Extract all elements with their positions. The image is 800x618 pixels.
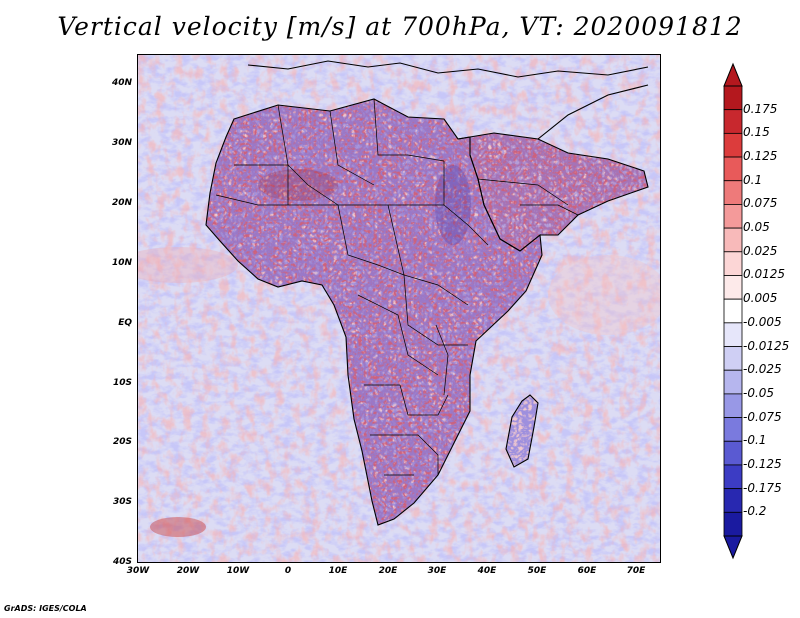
- colorbar-level-label: -0.05: [743, 385, 775, 400]
- colorbar-swatch: [723, 132, 743, 158]
- colorbar-level-label: -0.1: [743, 433, 767, 448]
- colorbar-min-arrow: [723, 535, 743, 560]
- colorbar-swatch: [723, 227, 743, 253]
- colorbar-level-label: 0.05: [743, 220, 770, 235]
- colorbar-level-label: 0.005: [743, 291, 778, 306]
- credit-label: GrADS: IGES/COLA: [4, 604, 87, 613]
- colorbar-swatch: [723, 346, 743, 371]
- colorbar-swatch: [723, 275, 743, 300]
- colorbar-level-label: -0.0125: [743, 338, 790, 353]
- lon-tick-label: 40E: [477, 566, 497, 576]
- colorbar-swatch: [723, 393, 743, 418]
- lon-tick-label: 10E: [328, 566, 348, 576]
- colorbar-swatch: [723, 204, 743, 229]
- colorbar-level-label: 0.125: [743, 149, 778, 164]
- lon-tick-label: 60E: [577, 566, 597, 576]
- lon-tick-label: 0: [284, 566, 292, 576]
- lat-tick-label: 40N: [111, 78, 132, 88]
- colorbar-max-arrow: [723, 62, 743, 87]
- colorbar-level-label: 0.075: [743, 196, 778, 211]
- colorbar-swatch: [723, 464, 743, 490]
- lat-tick-label: 30N: [111, 138, 132, 148]
- lon-tick-label: 30E: [427, 566, 447, 576]
- lon-tick-label: 70E: [626, 566, 646, 576]
- lat-tick-label: 10N: [111, 258, 132, 268]
- colorbar-swatch: [723, 85, 743, 111]
- colorbar-swatch: [723, 511, 743, 537]
- lat-tick-label: 10S: [112, 378, 132, 388]
- country-borders: [215, 98, 579, 476]
- lat-tick-label: EQ: [118, 318, 132, 328]
- colorbar-swatch: [723, 251, 743, 276]
- colorbar-swatch: [723, 488, 743, 513]
- colorbar-swatch: [723, 440, 743, 466]
- colorbar-level-label: 0.15: [743, 125, 770, 140]
- velocity-field-map: [138, 55, 660, 562]
- colorbar-level-label: 0.025: [743, 243, 778, 258]
- colorbar-swatch: [723, 298, 743, 324]
- lon-tick-label: 30W: [126, 566, 150, 576]
- colorbar-swatch: [723, 417, 743, 442]
- lat-tick-label: 20N: [111, 198, 132, 208]
- colorbar-level-label: -0.175: [743, 480, 782, 495]
- lon-tick-label: 10W: [226, 566, 250, 576]
- colorbar-swatch: [723, 109, 743, 134]
- colorbar-swatch: [723, 369, 743, 395]
- lat-tick-label: 40S: [112, 557, 132, 567]
- colorbar-level-label: -0.075: [743, 409, 782, 424]
- lon-tick-label: 50E: [527, 566, 547, 576]
- colorbar-level-label: 0.0125: [743, 267, 785, 282]
- colorbar: [723, 62, 743, 560]
- lat-tick-label: 30S: [112, 497, 132, 507]
- lat-tick-label: 20S: [112, 437, 132, 447]
- colorbar-level-label: -0.2: [743, 504, 767, 519]
- lon-tick-label: 20E: [378, 566, 398, 576]
- colorbar-swatch: [723, 180, 743, 205]
- coastlines: [205, 60, 649, 526]
- map-title: Vertical velocity [m/s] at 700hPa, VT: 2…: [57, 12, 743, 41]
- map-panel[interactable]: [137, 54, 661, 563]
- colorbar-swatch: [723, 322, 743, 347]
- lon-tick-label: 20W: [176, 566, 200, 576]
- colorbar-level-label: -0.025: [743, 362, 782, 377]
- colorbar-level-label: 0.1: [743, 172, 763, 187]
- colorbar-swatch: [723, 156, 743, 182]
- colorbar-level-label: -0.125: [743, 456, 782, 471]
- colorbar-level-label: -0.005: [743, 314, 782, 329]
- colorbar-level-label: 0.175: [743, 101, 778, 116]
